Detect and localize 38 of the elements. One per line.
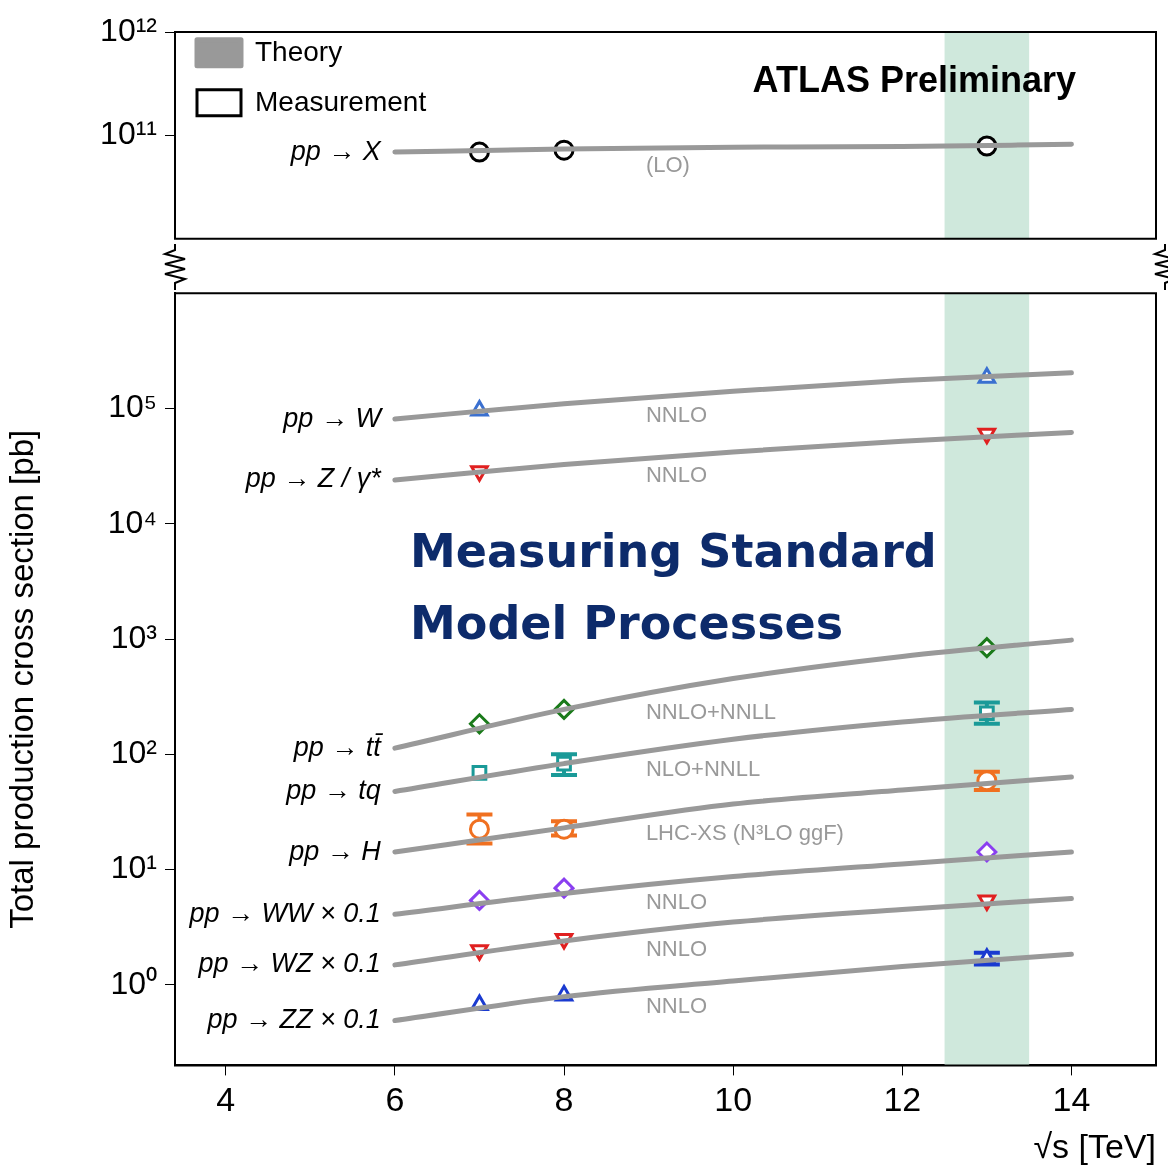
- annotation: pp → X: [289, 135, 382, 166]
- y-tick-label: 10¹²: [100, 11, 158, 48]
- y-tick-label: 10¹: [110, 849, 157, 886]
- legend-label: Measurement: [255, 85, 427, 117]
- x-tick-label: 8: [554, 1080, 574, 1119]
- annotation: NNLO: [645, 935, 708, 961]
- annotation: pp → tt̄: [292, 731, 384, 762]
- x-axis-title: √s [TeV]: [1033, 1126, 1156, 1165]
- annotation: pp → tq: [285, 774, 381, 805]
- annotation: pp → W: [282, 402, 384, 433]
- annotation: NLO+NNLL: [645, 755, 761, 781]
- y-axis-title: Total production cross section [pb]: [2, 429, 40, 929]
- annotation: NNLO: [645, 462, 708, 488]
- legend-label: Theory: [255, 35, 343, 67]
- annotation: pp → ZZ × 0.1: [206, 1004, 381, 1035]
- annotation: ATLAS Preliminary: [752, 58, 1076, 100]
- x-tick-label: 14: [1052, 1080, 1091, 1119]
- annotation: NNLO: [645, 889, 708, 915]
- y-tick-label: 10⁰: [110, 964, 157, 1001]
- annotation: (LO): [645, 152, 690, 178]
- y-tick-label: 10²: [110, 734, 158, 771]
- x-tick-label: 10: [714, 1080, 753, 1119]
- x-tick-label: 4: [216, 1080, 236, 1119]
- y-tick-label: 10³: [110, 618, 158, 655]
- annotation: pp → H: [288, 835, 382, 866]
- annotation: NNLO: [645, 993, 708, 1019]
- annotation: Measuring Standard Model Processes: [410, 524, 937, 651]
- y-tick-label: 10⁴: [107, 503, 157, 540]
- annotation: pp → WW × 0.1: [188, 897, 381, 928]
- x-tick-label: 12: [883, 1080, 922, 1119]
- annotation: NNLO: [645, 401, 708, 427]
- annotation: LHC-XS (N³LO ggF): [645, 820, 844, 846]
- annotation: NNLO+NNLL: [645, 698, 777, 724]
- y-tick-label: 10¹¹: [100, 115, 157, 152]
- y-tick-label: 10⁵: [108, 388, 157, 425]
- x-tick-label: 6: [385, 1080, 405, 1119]
- annotation: pp → WZ × 0.1: [197, 948, 381, 979]
- annotation: pp → Z / γ*: [244, 463, 383, 494]
